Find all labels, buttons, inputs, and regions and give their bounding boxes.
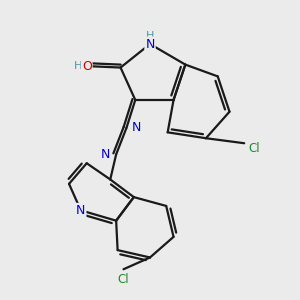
Text: N: N (76, 204, 86, 217)
Text: N: N (145, 38, 155, 50)
Text: N: N (101, 148, 110, 161)
Text: Cl: Cl (249, 142, 260, 155)
Text: Cl: Cl (118, 273, 129, 286)
Text: H: H (74, 61, 82, 71)
Text: H: H (146, 31, 154, 41)
Text: N: N (132, 122, 141, 134)
Text: O: O (82, 60, 92, 73)
